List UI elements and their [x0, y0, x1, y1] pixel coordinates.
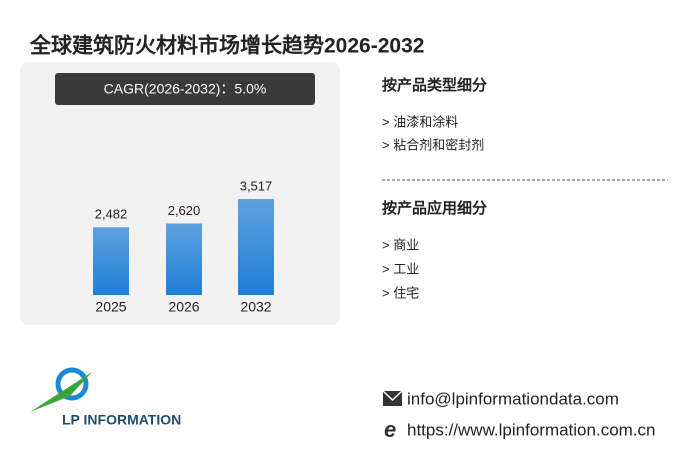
value-label: 3,517: [240, 178, 273, 193]
bar: [93, 227, 129, 295]
web-icon: e: [384, 417, 396, 442]
email: info@lpinformationdata.com: [407, 389, 619, 408]
type-item: > 粘合剂和密封剂: [382, 137, 484, 152]
type-item: > 油漆和涂料: [382, 114, 458, 129]
title: 全球建筑防火材料市场增长趋势2026-2032: [29, 34, 424, 58]
application-item: > 工业: [382, 261, 419, 276]
type-title: 按产品类型细分: [382, 76, 487, 94]
cagr: CAGR(2026-2032)：5.0%: [104, 81, 267, 97]
logo-ring: [55, 367, 89, 401]
website: https://www.lpinformation.com.cn: [407, 420, 655, 439]
bar: [166, 223, 202, 295]
logo-swoosh: [30, 372, 92, 412]
value-label: 2,620: [168, 203, 201, 218]
mail-flap: [382, 390, 403, 402]
x-tick-label: 2025: [95, 299, 126, 315]
bar: [238, 199, 274, 295]
x-tick-label: 2026: [168, 299, 199, 315]
x-tick-label: 2032: [240, 299, 271, 315]
cagr-box: [55, 73, 315, 105]
logo: LP INFORMATION: [30, 367, 181, 428]
value-label: 2,482: [95, 207, 128, 222]
application-title: 按产品应用细分: [382, 199, 487, 217]
logo-text: LP INFORMATION: [62, 412, 181, 428]
application-item: > 住宅: [382, 285, 419, 300]
bars: 2,482 2025 2,620 2026 3,517 2032: [93, 178, 274, 315]
application-item: > 商业: [382, 237, 419, 252]
